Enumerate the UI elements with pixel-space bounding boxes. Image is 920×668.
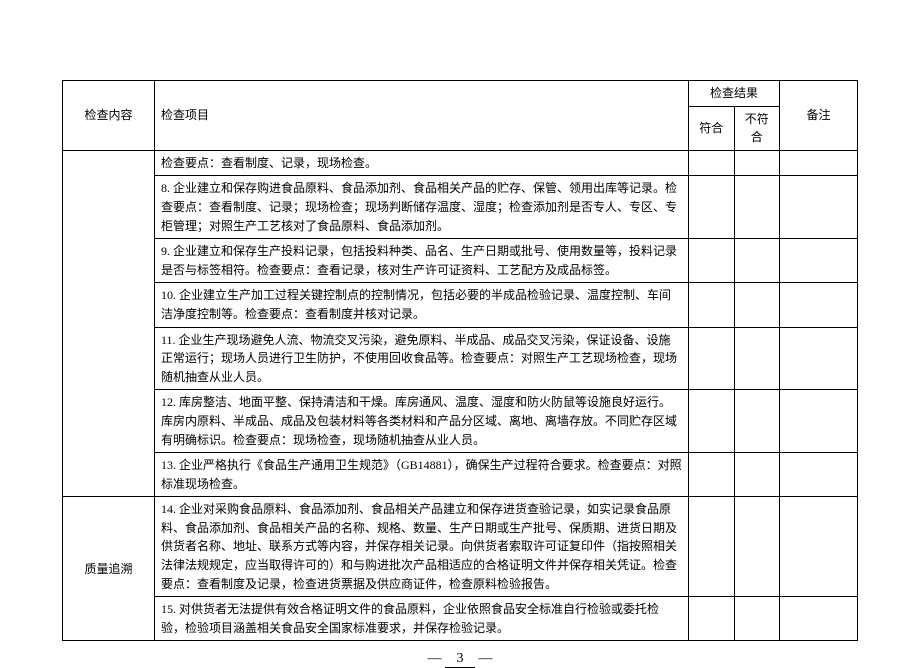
conform-cell bbox=[689, 283, 735, 327]
remark-cell bbox=[780, 327, 858, 390]
header-col1: 检查内容 bbox=[63, 81, 155, 151]
table-row: 11. 企业生产现场避免人流、物流交叉污染，避免原料、半成品、成品交叉污染，保证… bbox=[63, 327, 858, 390]
item-cell: 8. 企业建立和保存购进食品原料、食品添加剂、食品相关产品的贮存、保管、领用出库… bbox=[155, 176, 689, 239]
page-number: 3 bbox=[445, 651, 475, 668]
remark-cell bbox=[780, 283, 858, 327]
remark-cell bbox=[780, 497, 858, 597]
conform-cell bbox=[689, 176, 735, 239]
table-body: 检查要点：查看制度、记录，现场检查。8. 企业建立和保存购进食品原料、食品添加剂… bbox=[63, 150, 858, 641]
item-cell: 检查要点：查看制度、记录，现场检查。 bbox=[155, 150, 689, 176]
item-cell: 15. 对供货者无法提供有效合格证明文件的食品原料，企业依照食品安全标准自行检验… bbox=[155, 597, 689, 641]
nonconform-cell bbox=[734, 239, 780, 283]
table-row: 质量追溯14. 企业对采购食品原料、食品添加剂、食品相关产品建立和保存进货查验记… bbox=[63, 497, 858, 597]
table-row: 检查要点：查看制度、记录，现场检查。 bbox=[63, 150, 858, 176]
conform-cell bbox=[689, 390, 735, 453]
header-col3: 符合 bbox=[689, 106, 735, 150]
conform-cell bbox=[689, 453, 735, 497]
table-row: 12. 库房整洁、地面平整、保持清洁和干燥。库房通风、温度、湿度和防火防鼠等设施… bbox=[63, 390, 858, 453]
header-col4: 不符合 bbox=[734, 106, 780, 150]
category-cell bbox=[63, 150, 155, 497]
table-row: 9. 企业建立和保存生产投料记录，包括投料种类、品名、生产日期或批号、使用数量等… bbox=[63, 239, 858, 283]
nonconform-cell bbox=[734, 497, 780, 597]
conform-cell bbox=[689, 597, 735, 641]
conform-cell bbox=[689, 150, 735, 176]
item-cell: 14. 企业对采购食品原料、食品添加剂、食品相关产品建立和保存进货查验记录，如实… bbox=[155, 497, 689, 597]
conform-cell bbox=[689, 497, 735, 597]
remark-cell bbox=[780, 597, 858, 641]
conform-cell bbox=[689, 327, 735, 390]
nonconform-cell bbox=[734, 176, 780, 239]
nonconform-cell bbox=[734, 597, 780, 641]
table-row: 8. 企业建立和保存购进食品原料、食品添加剂、食品相关产品的贮存、保管、领用出库… bbox=[63, 176, 858, 239]
item-cell: 11. 企业生产现场避免人流、物流交叉污染，避免原料、半成品、成品交叉污染，保证… bbox=[155, 327, 689, 390]
header-col2: 检查项目 bbox=[155, 81, 689, 151]
nonconform-cell bbox=[734, 390, 780, 453]
table-row: 15. 对供货者无法提供有效合格证明文件的食品原料，企业依照食品安全标准自行检验… bbox=[63, 597, 858, 641]
inspection-table: 检查内容 检查项目 检查结果 备注 符合 不符合 检查要点：查看制度、记录，现场… bbox=[62, 80, 858, 641]
remark-cell bbox=[780, 150, 858, 176]
nonconform-cell bbox=[734, 453, 780, 497]
nonconform-cell bbox=[734, 327, 780, 390]
nonconform-cell bbox=[734, 150, 780, 176]
table-row: 10. 企业建立生产加工过程关键控制点的控制情况，包括必要的半成品检验记录、温度… bbox=[63, 283, 858, 327]
remark-cell bbox=[780, 176, 858, 239]
conform-cell bbox=[689, 239, 735, 283]
header-result: 检查结果 bbox=[689, 81, 780, 107]
item-cell: 9. 企业建立和保存生产投料记录，包括投料种类、品名、生产日期或批号、使用数量等… bbox=[155, 239, 689, 283]
item-cell: 12. 库房整洁、地面平整、保持清洁和干燥。库房通风、温度、湿度和防火防鼠等设施… bbox=[155, 390, 689, 453]
table-row: 13. 企业严格执行《食品生产通用卫生规范》（GB14881），确保生产过程符合… bbox=[63, 453, 858, 497]
nonconform-cell bbox=[734, 283, 780, 327]
remark-cell bbox=[780, 239, 858, 283]
item-cell: 10. 企业建立生产加工过程关键控制点的控制情况，包括必要的半成品检验记录、温度… bbox=[155, 283, 689, 327]
header-col5: 备注 bbox=[780, 81, 858, 151]
page-footer: — 3 — bbox=[62, 651, 858, 668]
item-cell: 13. 企业严格执行《食品生产通用卫生规范》（GB14881），确保生产过程符合… bbox=[155, 453, 689, 497]
remark-cell bbox=[780, 390, 858, 453]
remark-cell bbox=[780, 453, 858, 497]
category-cell: 质量追溯 bbox=[63, 497, 155, 641]
